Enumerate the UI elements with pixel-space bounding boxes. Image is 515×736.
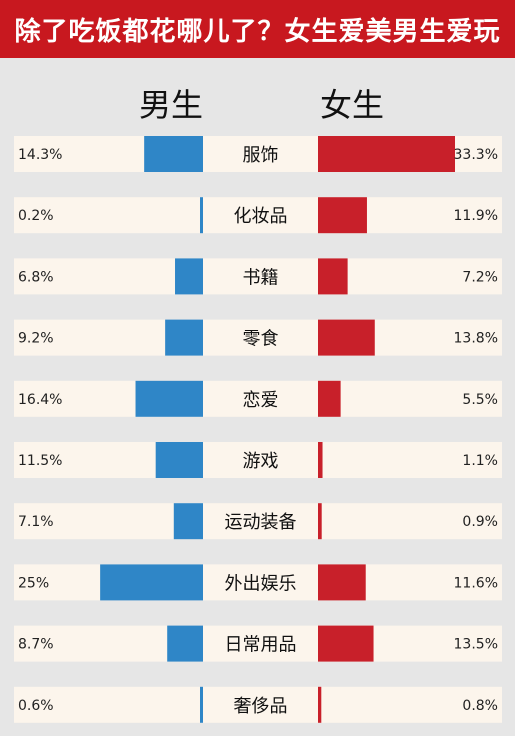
men-value-label: 0.2% — [18, 208, 54, 224]
men-bar — [165, 319, 203, 356]
category-label: 运动装备 — [225, 512, 297, 533]
men-value-label: 25% — [18, 575, 49, 591]
women-bar — [318, 197, 367, 234]
men-bar — [144, 136, 203, 172]
women-bar — [318, 564, 366, 601]
men-bar — [135, 380, 203, 417]
row-background — [14, 380, 502, 417]
women-value-label: 11.6% — [454, 575, 498, 591]
women-value-label: 13.8% — [454, 331, 498, 347]
women-bar — [318, 625, 374, 662]
men-bar — [175, 258, 203, 295]
category-label: 化妆品 — [234, 206, 288, 227]
women-bar — [318, 442, 323, 478]
women-value-label: 1.1% — [462, 453, 498, 469]
men-value-label: 0.6% — [18, 698, 54, 714]
row-background — [14, 564, 502, 601]
men-header: 男生 — [138, 86, 203, 124]
category-label: 零食 — [243, 329, 279, 350]
men-value-label: 7.1% — [18, 514, 54, 530]
women-value-label: 33.3% — [454, 147, 498, 163]
men-bar — [200, 197, 203, 234]
men-bar — [173, 503, 203, 540]
category-label: 日常用品 — [225, 635, 297, 656]
men-value-label: 16.4% — [18, 392, 62, 408]
men-value-label: 8.7% — [18, 637, 54, 653]
women-value-label: 0.8% — [462, 698, 498, 714]
women-bar — [318, 319, 375, 356]
row-background — [14, 686, 502, 723]
category-label: 外出娱乐 — [225, 573, 297, 594]
category-label: 恋爱 — [243, 389, 279, 411]
women-value-label: 13.5% — [454, 637, 498, 653]
women-bar — [318, 380, 341, 417]
women-bar — [318, 136, 455, 172]
men-bar — [100, 564, 203, 601]
women-value-label: 5.5% — [462, 392, 498, 408]
category-label: 服饰 — [243, 145, 279, 166]
men-value-label: 14.3% — [18, 147, 62, 163]
row-background — [14, 503, 502, 540]
row-background — [14, 197, 502, 234]
women-value-label: 0.9% — [462, 514, 498, 530]
category-label: 书籍 — [243, 267, 279, 288]
category-label: 奢侈品 — [234, 696, 288, 717]
women-value-label: 7.2% — [462, 269, 498, 285]
men-bar — [200, 686, 203, 723]
men-value-label: 9.2% — [18, 331, 54, 347]
men-bar — [167, 625, 203, 662]
women-header: 女生 — [319, 86, 384, 124]
men-value-label: 11.5% — [18, 453, 62, 469]
men-value-label: 6.8% — [18, 269, 54, 285]
row-background — [14, 625, 502, 662]
category-label: 游戏 — [243, 451, 279, 472]
row-background — [14, 442, 502, 478]
women-value-label: 11.9% — [454, 208, 498, 224]
women-bar — [318, 686, 322, 723]
row-background — [14, 319, 502, 356]
women-bar — [318, 503, 322, 540]
men-bar — [155, 442, 203, 478]
chart-title: 除了吃饭都花哪儿了？女生爱美男生爱玩 — [0, 0, 515, 58]
row-background — [14, 258, 502, 295]
women-bar — [318, 258, 348, 295]
